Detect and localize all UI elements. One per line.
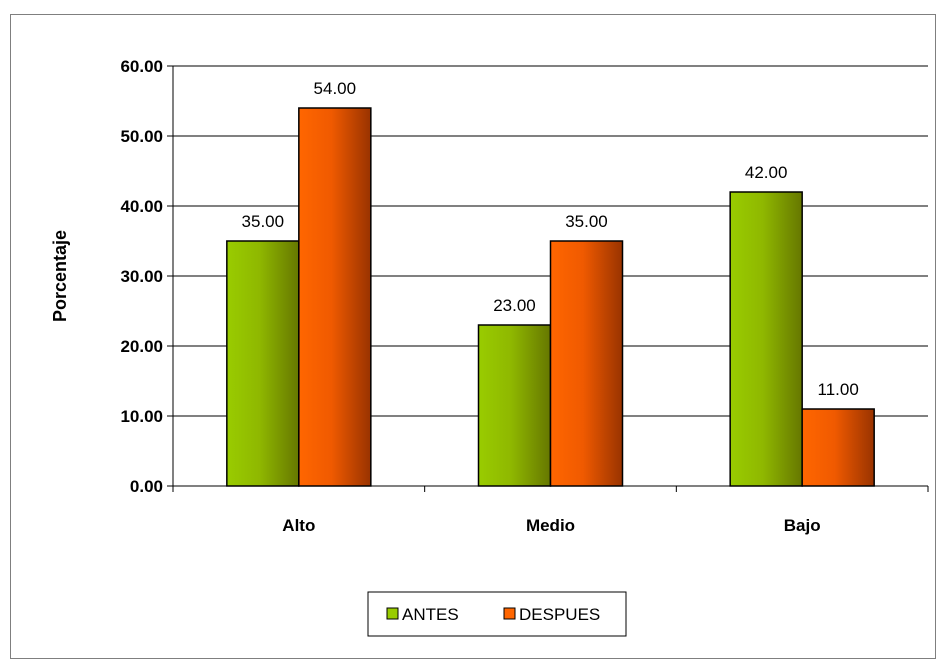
bar-despues-medio	[549, 240, 624, 487]
y-tick-label: 60.00	[120, 57, 163, 76]
bar-antes-bajo	[729, 191, 803, 487]
x-tick-label: Bajo	[784, 516, 821, 535]
legend-label-despues: DESPUES	[519, 605, 600, 624]
bar-despues-bajo	[801, 408, 875, 487]
y-tick-label: 30.00	[120, 267, 163, 286]
y-tick-label: 20.00	[120, 337, 163, 356]
data-label: 35.00	[565, 212, 608, 231]
bar-antes-medio	[477, 324, 552, 487]
y-tick-label: 10.00	[120, 407, 163, 426]
data-label: 42.00	[745, 163, 788, 182]
y-tick-label: 40.00	[120, 197, 163, 216]
y-tick-label: 50.00	[120, 127, 163, 146]
legend-box	[367, 591, 627, 637]
legend-swatch-antes	[386, 607, 399, 620]
x-tick-label: Alto	[282, 516, 315, 535]
legend: ANTES DESPUES	[367, 591, 627, 637]
x-tick-label: Medio	[526, 516, 575, 535]
y-axis-title: Porcentaje	[50, 230, 70, 322]
legend-swatch-despues	[503, 607, 516, 620]
data-label: 11.00	[818, 380, 859, 399]
data-label: 35.00	[242, 212, 285, 231]
data-label: 54.00	[314, 79, 357, 98]
data-labels: 35.00 23.00 42.00 54.00 35.00 11.00	[242, 79, 859, 399]
data-label: 23.00	[493, 296, 536, 315]
bars	[226, 107, 875, 487]
bar-antes-alto	[226, 240, 300, 487]
legend-label-antes: ANTES	[402, 605, 459, 624]
y-tick-label: 0.00	[130, 477, 163, 496]
bar-despues-alto	[298, 107, 372, 487]
